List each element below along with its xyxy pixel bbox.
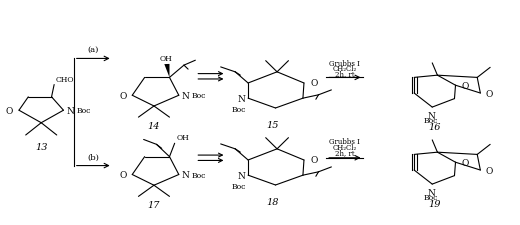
Text: O: O — [310, 156, 318, 165]
Text: O: O — [310, 79, 318, 88]
Text: 2h, rt: 2h, rt — [335, 70, 355, 78]
Text: O: O — [119, 170, 127, 179]
Text: N: N — [427, 188, 435, 197]
Text: N: N — [238, 94, 245, 103]
Text: O: O — [462, 81, 469, 90]
Text: 16: 16 — [428, 122, 441, 131]
Text: OH: OH — [160, 54, 172, 63]
Text: Boc: Boc — [192, 171, 206, 179]
Text: (b): (b) — [87, 153, 99, 161]
Text: 15: 15 — [267, 120, 279, 129]
Text: Boc: Boc — [231, 105, 245, 113]
Text: O: O — [462, 158, 469, 167]
Polygon shape — [164, 65, 170, 78]
Text: O: O — [119, 91, 127, 100]
Text: Boc: Boc — [192, 92, 206, 100]
Text: N: N — [238, 171, 245, 180]
Text: Grubbs I: Grubbs I — [329, 137, 360, 145]
Text: CH₂Cl₂: CH₂Cl₂ — [333, 65, 357, 73]
Text: N: N — [181, 91, 189, 100]
Text: Boc: Boc — [424, 193, 438, 201]
Text: Boc: Boc — [76, 107, 91, 115]
Text: Boc: Boc — [231, 182, 245, 190]
Text: 18: 18 — [267, 197, 279, 206]
Text: O: O — [6, 106, 14, 115]
Text: 19: 19 — [428, 199, 441, 208]
Text: 13: 13 — [35, 142, 47, 151]
Text: 17: 17 — [148, 200, 160, 209]
Text: (a): (a) — [87, 46, 99, 54]
Text: CH₂Cl₂: CH₂Cl₂ — [333, 143, 357, 151]
Text: CHO: CHO — [56, 76, 74, 84]
Text: OH: OH — [176, 134, 189, 142]
Text: O: O — [486, 89, 493, 98]
Text: N: N — [427, 112, 435, 121]
Text: O: O — [486, 166, 493, 175]
Text: N: N — [181, 170, 189, 179]
Text: N: N — [66, 106, 74, 115]
Text: Grubbs I: Grubbs I — [329, 60, 360, 68]
Text: 14: 14 — [148, 121, 160, 130]
Text: 2h, rt: 2h, rt — [335, 148, 355, 156]
Text: Boc: Boc — [424, 116, 438, 124]
